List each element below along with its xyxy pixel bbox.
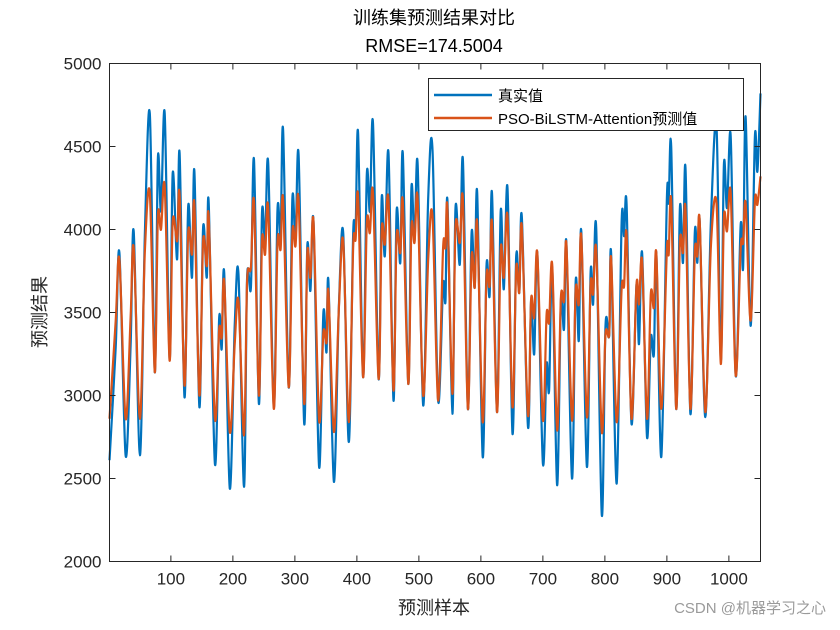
y-tick-label: 2000 (64, 553, 102, 572)
legend-label-predicted: PSO-BiLSTM-Attention预测值 (498, 111, 697, 128)
y-tick-label: 2500 (64, 470, 102, 489)
x-axis-label: 预测样本 (398, 598, 470, 618)
x-tick-label: 800 (591, 570, 619, 589)
x-tick-label: 400 (343, 570, 371, 589)
x-tick-label: 1000 (710, 570, 748, 589)
x-tick-label: 500 (405, 570, 433, 589)
x-tick-label: 300 (281, 570, 309, 589)
y-tick-label: 4500 (64, 138, 102, 157)
y-tick-label: 3500 (64, 304, 102, 323)
x-tick-label: 900 (653, 570, 681, 589)
x-tick-label: 600 (467, 570, 495, 589)
x-tick-label: 100 (157, 570, 185, 589)
legend[interactable]: 真实值 PSO-BiLSTM-Attention预测值 (428, 78, 744, 131)
watermark: CSDN @机器学习之心 (674, 600, 826, 617)
series-line-predicted (108, 176, 762, 437)
x-tick-label: 200 (219, 570, 247, 589)
x-tick-label: 700 (529, 570, 557, 589)
y-tick-label: 4000 (64, 221, 102, 240)
chart-title: 训练集预测结果对比 (353, 8, 515, 28)
y-axis-label: 预测结果 (30, 276, 50, 348)
legend-box (428, 78, 744, 131)
y-tick-label: 3000 (64, 387, 102, 406)
axis-ticks: 100 200 300 400 500 600 700 800 900 1000 2000 2500 3… (64, 55, 761, 589)
y-tick-label: 5000 (64, 55, 102, 74)
plot-area (108, 93, 762, 517)
chart-subtitle: RMSE=174.5004 (365, 36, 503, 56)
legend-label-actual: 真实值 (498, 87, 543, 105)
